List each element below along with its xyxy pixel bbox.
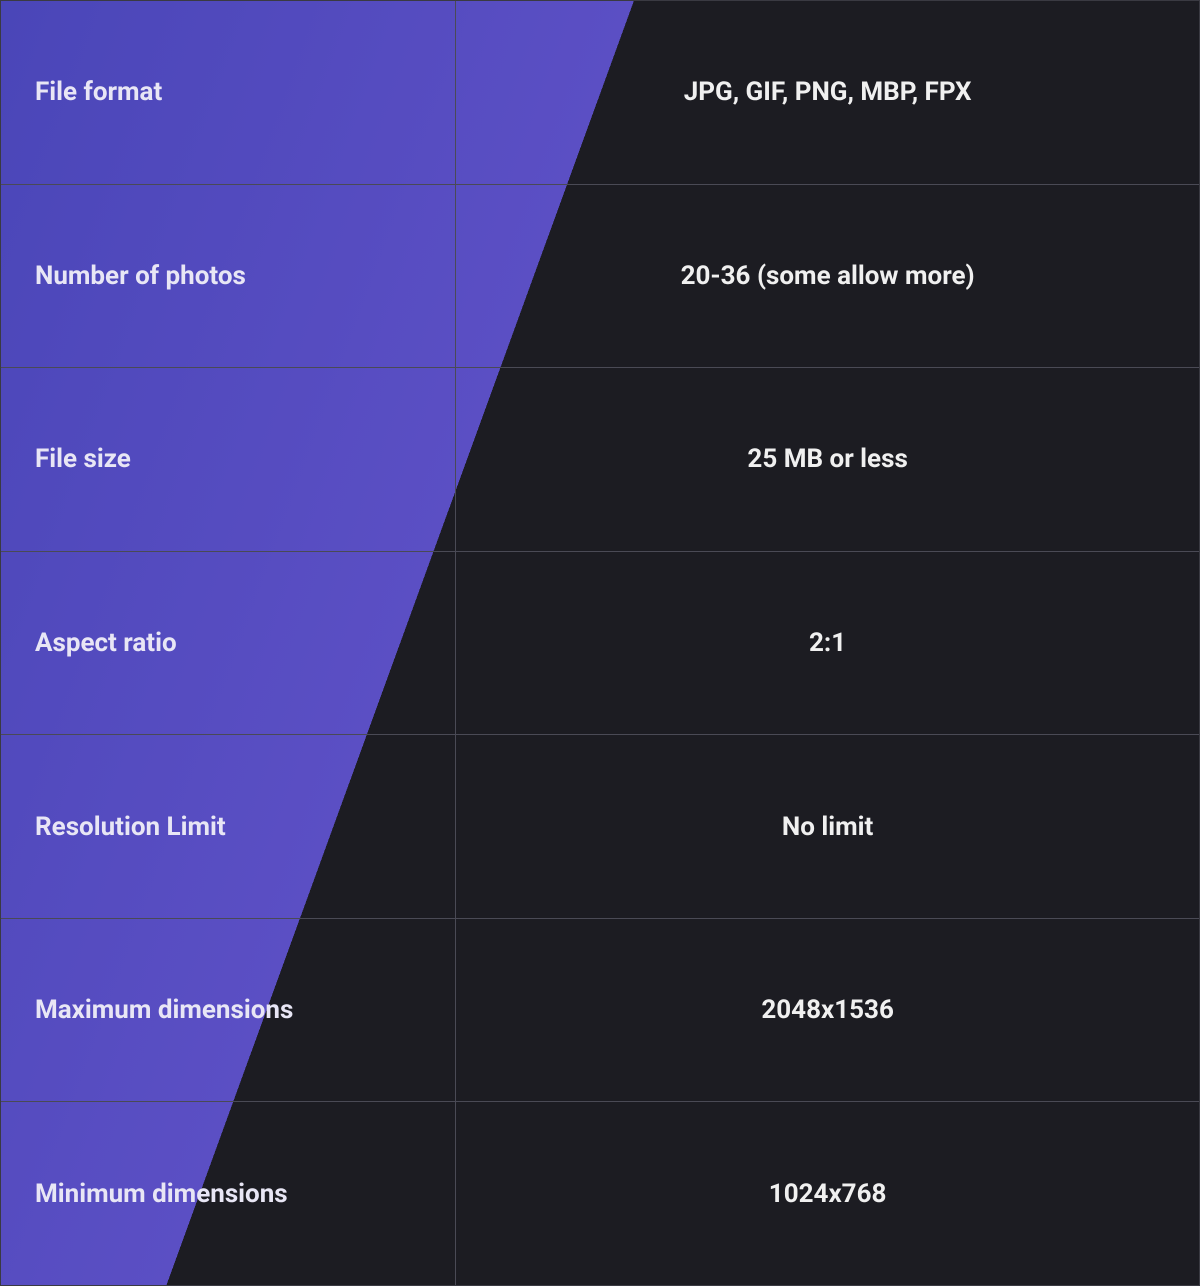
table-row: Aspect ratio 2:1 xyxy=(1,552,1199,736)
row-label: File size xyxy=(1,368,456,551)
row-value: 2:1 xyxy=(456,552,1199,735)
row-label: Aspect ratio xyxy=(1,552,456,735)
row-label: File format xyxy=(1,1,456,184)
row-value: 25 MB or less xyxy=(456,368,1199,551)
table-row: Maximum dimensions 2048x1536 xyxy=(1,919,1199,1103)
table-row: Resolution Limit No limit xyxy=(1,735,1199,919)
row-label: Minimum dimensions xyxy=(1,1102,456,1285)
row-label: Number of photos xyxy=(1,185,456,368)
row-value: JPG, GIF, PNG, MBP, FPX xyxy=(456,1,1199,184)
table-row: Number of photos 20-36 (some allow more) xyxy=(1,185,1199,369)
table-row: File size 25 MB or less xyxy=(1,368,1199,552)
row-value: No limit xyxy=(456,735,1199,918)
table-row: File format JPG, GIF, PNG, MBP, FPX xyxy=(1,1,1199,185)
row-label: Maximum dimensions xyxy=(1,919,456,1102)
table-row: Minimum dimensions 1024x768 xyxy=(1,1102,1199,1285)
row-value: 20-36 (some allow more) xyxy=(456,185,1199,368)
row-value: 2048x1536 xyxy=(456,919,1199,1102)
spec-table: File format JPG, GIF, PNG, MBP, FPX Numb… xyxy=(0,0,1200,1286)
row-label: Resolution Limit xyxy=(1,735,456,918)
row-value: 1024x768 xyxy=(456,1102,1199,1285)
